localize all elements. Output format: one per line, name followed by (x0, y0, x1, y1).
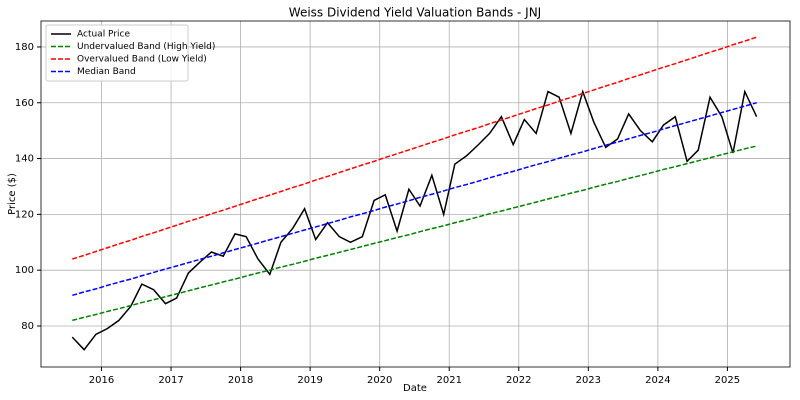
legend-box (45, 24, 189, 82)
legend-label: Actual Price (77, 30, 130, 40)
y-tick-label: 140 (15, 154, 34, 165)
x-tick-label: 2025 (715, 375, 740, 386)
x-tick-label: 2017 (158, 375, 183, 386)
series-line (71, 89, 758, 351)
x-tick-label: 2019 (297, 375, 322, 386)
y-tick-label: 160 (15, 98, 34, 109)
x-tick-label: 2023 (576, 375, 601, 386)
x-tick-label: 2021 (437, 375, 462, 386)
x-tick-label: 2016 (89, 375, 114, 386)
y-tick-label: 180 (15, 42, 34, 53)
y-tick-label: 80 (21, 321, 34, 332)
legend: Actual Price Undervalued Band (High Yield… (45, 24, 215, 82)
x-axis-label: Date (403, 383, 427, 394)
series-line (72, 36, 757, 260)
y-tick-label: 120 (15, 209, 34, 220)
x-tick-label: 2018 (228, 375, 253, 386)
chart-title: Weiss Dividend Yield Valuation Bands - J… (289, 6, 541, 20)
y-tick-label: 100 (15, 265, 34, 276)
legend-label: Median Band (77, 67, 136, 77)
series-line (72, 145, 757, 322)
x-tick-label: 2024 (645, 375, 670, 386)
plot-frame (40, 20, 791, 368)
legend-label: Undervalued Band (High Yield) (77, 42, 215, 52)
y-axis-label: Price ($) (7, 173, 18, 215)
x-tick-label: 2022 (506, 375, 531, 386)
series-line (72, 102, 757, 297)
legend-label: Overvalued Band (Low Yield) (77, 55, 207, 65)
x-tick-label: 2020 (367, 375, 392, 386)
